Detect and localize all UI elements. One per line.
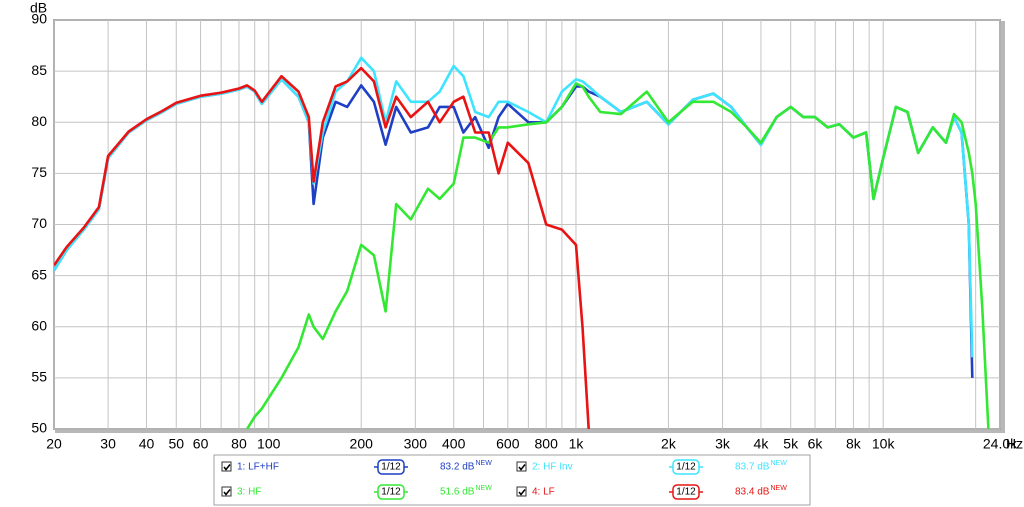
level-label: 83.7 dB: [735, 462, 770, 473]
legend-label[interactable]: 4: LF: [532, 487, 555, 498]
smoothing-label[interactable]: 1/12: [381, 487, 401, 498]
legend-checkmark: [518, 489, 526, 496]
x-tick-label: 100: [257, 436, 281, 452]
x-tick-label: 800: [535, 436, 559, 452]
x-tick-label: 20: [46, 436, 62, 452]
legend-checkmark: [518, 464, 526, 471]
y-tick-label: 80: [31, 113, 47, 129]
series-line: [54, 66, 590, 429]
x-tick-label: 400: [442, 436, 466, 452]
level-tag: NEW: [770, 485, 787, 492]
x-tick-label: 60: [193, 436, 209, 452]
y-tick-label: 60: [31, 317, 47, 333]
x-tick-label: 10k: [872, 436, 896, 452]
level-label: 83.4 dB: [735, 487, 770, 498]
smoothing-box[interactable]: [377, 484, 405, 500]
legend-checkbox[interactable]: [516, 486, 527, 497]
level-tag: NEW: [475, 460, 492, 467]
x-tick-label: 30: [100, 436, 116, 452]
legend-checkbox[interactable]: [221, 461, 232, 472]
x-tick-label: 3k: [715, 436, 731, 452]
legend-checkbox[interactable]: [516, 461, 527, 472]
x-tick-label: 200: [350, 436, 374, 452]
x-tick-label: 24.0k: [983, 436, 1018, 452]
legend-checkmark: [223, 489, 231, 496]
x-tick-label: 40: [139, 436, 155, 452]
smoothing-box[interactable]: [377, 459, 405, 475]
x-tick-label: 1k: [569, 436, 585, 452]
x-axis-label: Hz: [1006, 436, 1023, 452]
x-tick-label: 2k: [661, 436, 677, 452]
x-tick-label: 300: [404, 436, 428, 452]
x-tick-label: 5k: [783, 436, 799, 452]
y-tick-label: 85: [31, 62, 47, 78]
curves: [54, 56, 990, 429]
x-tick-label: 600: [496, 436, 520, 452]
y-tick-label: 75: [31, 164, 47, 180]
x-tick-label: 80: [231, 436, 247, 452]
y-axis-label: dB: [30, 0, 47, 16]
level-tag: NEW: [770, 460, 787, 467]
series-line: [245, 82, 990, 429]
level-label: 83.2 dB: [440, 462, 475, 473]
legend-checkbox[interactable]: [221, 486, 232, 497]
smoothing-box[interactable]: [672, 459, 700, 475]
legend-box: [213, 454, 811, 506]
smoothing-label[interactable]: 1/12: [381, 462, 401, 473]
x-tick-label: 50: [168, 436, 184, 452]
y-tick-label: 70: [31, 215, 47, 231]
y-tick-label: 50: [31, 420, 47, 436]
legend: 1: LF+HF 1/12 83.2 dB NEW 2: HF Inv 1/12 83.7 …: [221, 459, 787, 500]
level-label: 51.6 dB: [440, 487, 475, 498]
legend-checkmark: [223, 464, 231, 471]
x-tick-label: 8k: [846, 436, 862, 452]
smoothing-box[interactable]: [672, 484, 700, 500]
level-tag: NEW: [475, 485, 492, 492]
y-tick-label: 55: [31, 369, 47, 385]
y-tick-label: 65: [31, 266, 47, 282]
legend-label[interactable]: 1: LF+HF: [237, 462, 279, 473]
smoothing-label[interactable]: 1/12: [676, 487, 696, 498]
x-tick-label: 6k: [808, 436, 824, 452]
x-tick-label: 4k: [754, 436, 770, 452]
y-tick-label: 90: [31, 11, 47, 27]
legend-label[interactable]: 3: HF: [237, 487, 261, 498]
legend-label[interactable]: 2: HF Inv: [532, 462, 573, 473]
smoothing-label[interactable]: 1/12: [676, 462, 696, 473]
